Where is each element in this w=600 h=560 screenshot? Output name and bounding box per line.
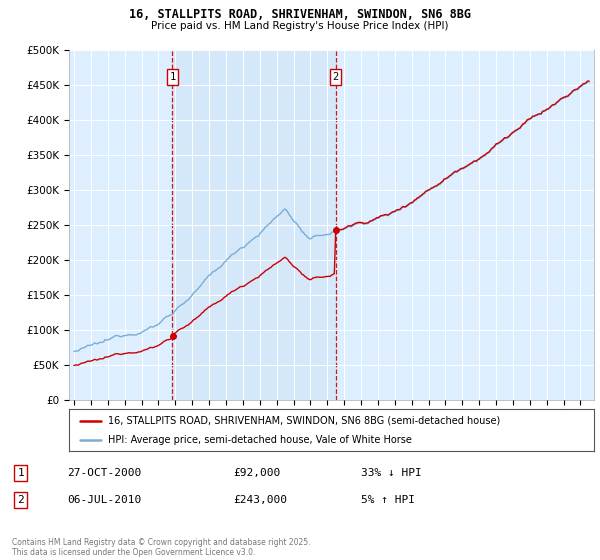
Text: £92,000: £92,000 xyxy=(233,468,280,478)
Text: 1: 1 xyxy=(169,72,176,82)
Text: 5% ↑ HPI: 5% ↑ HPI xyxy=(361,495,415,505)
Bar xyxy=(172,50,336,400)
Text: Contains HM Land Registry data © Crown copyright and database right 2025.
This d: Contains HM Land Registry data © Crown c… xyxy=(12,538,311,557)
Text: £243,000: £243,000 xyxy=(233,495,287,505)
Text: 2: 2 xyxy=(332,72,339,82)
Text: 27-OCT-2000: 27-OCT-2000 xyxy=(67,468,142,478)
Text: HPI: Average price, semi-detached house, Vale of White Horse: HPI: Average price, semi-detached house,… xyxy=(109,435,412,445)
Text: 2: 2 xyxy=(17,495,24,505)
Text: Price paid vs. HM Land Registry's House Price Index (HPI): Price paid vs. HM Land Registry's House … xyxy=(151,21,449,31)
Text: 1: 1 xyxy=(17,468,24,478)
Text: 16, STALLPITS ROAD, SHRIVENHAM, SWINDON, SN6 8BG (semi-detached house): 16, STALLPITS ROAD, SHRIVENHAM, SWINDON,… xyxy=(109,416,500,426)
Text: 06-JUL-2010: 06-JUL-2010 xyxy=(67,495,142,505)
Text: 33% ↓ HPI: 33% ↓ HPI xyxy=(361,468,422,478)
Text: 16, STALLPITS ROAD, SHRIVENHAM, SWINDON, SN6 8BG: 16, STALLPITS ROAD, SHRIVENHAM, SWINDON,… xyxy=(129,8,471,21)
